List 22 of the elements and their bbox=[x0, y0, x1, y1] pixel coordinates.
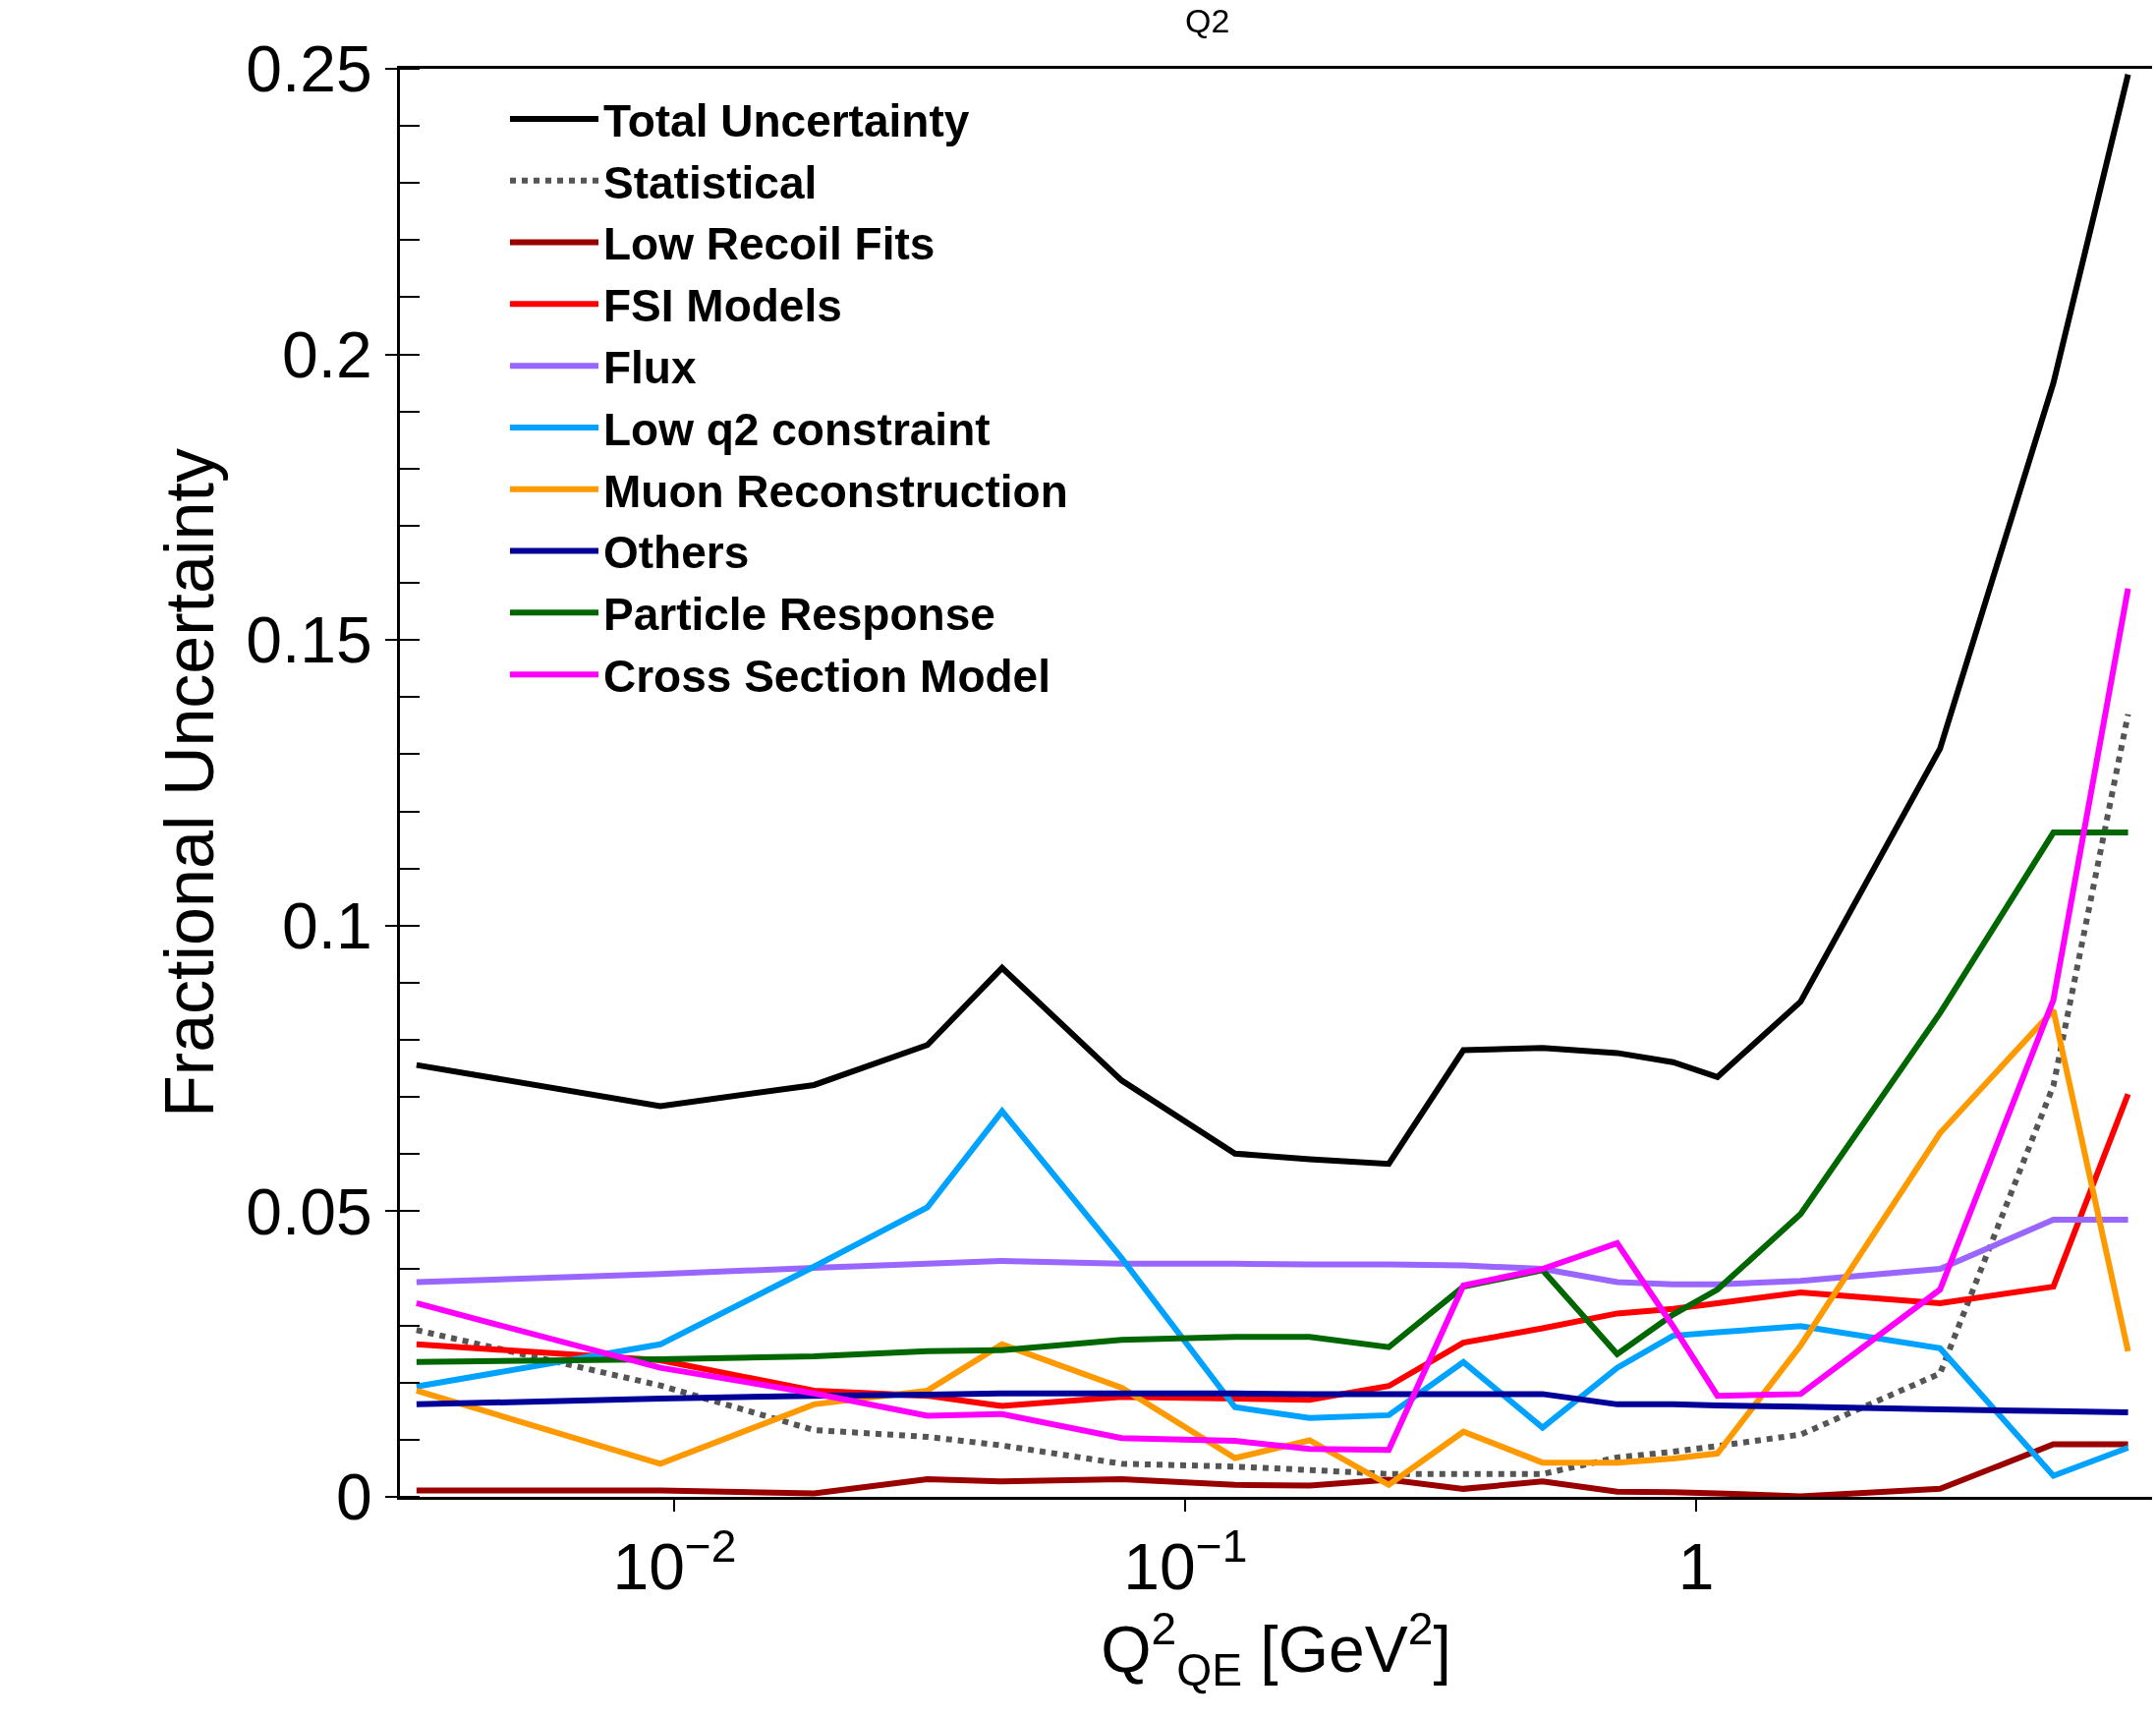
legend-label: Others bbox=[602, 527, 750, 579]
legend-label: FSI Models bbox=[602, 280, 842, 332]
x-tick-label: 1 bbox=[1677, 1530, 1715, 1604]
legend-label: Total Uncertainty bbox=[602, 94, 970, 146]
y-tick-label: 0.05 bbox=[246, 1174, 372, 1248]
legend-label: Muon Reconstruction bbox=[602, 465, 1068, 517]
chart-title: Q2 bbox=[1184, 1, 1230, 39]
legend-label: Low q2 constraint bbox=[602, 403, 991, 455]
y-tick-label: 0.25 bbox=[246, 32, 372, 106]
y-tick-label: 0.1 bbox=[282, 888, 372, 962]
y-axis-title: Fractional Uncertainty bbox=[151, 448, 229, 1117]
y-tick-label: 0 bbox=[336, 1460, 372, 1534]
legend-label: Low Recoil Fits bbox=[602, 218, 936, 270]
y-tick-label: 0.2 bbox=[282, 317, 372, 391]
legend-label: Particle Response bbox=[602, 589, 995, 641]
y-tick-label: 0.15 bbox=[246, 603, 372, 677]
legend-label: Flux bbox=[602, 342, 697, 394]
legend-label: Cross Section Model bbox=[602, 651, 1050, 703]
x-axis-title: Q$^{2}$$_{QE}$ [GeV$^{2}$] bbox=[1101, 1603, 1451, 1695]
legend-label: Statistical bbox=[602, 156, 818, 208]
x-tick-label: 10$^{−2}$ bbox=[612, 1520, 737, 1604]
x-tick-label: 10$^{−1}$ bbox=[1123, 1520, 1248, 1604]
